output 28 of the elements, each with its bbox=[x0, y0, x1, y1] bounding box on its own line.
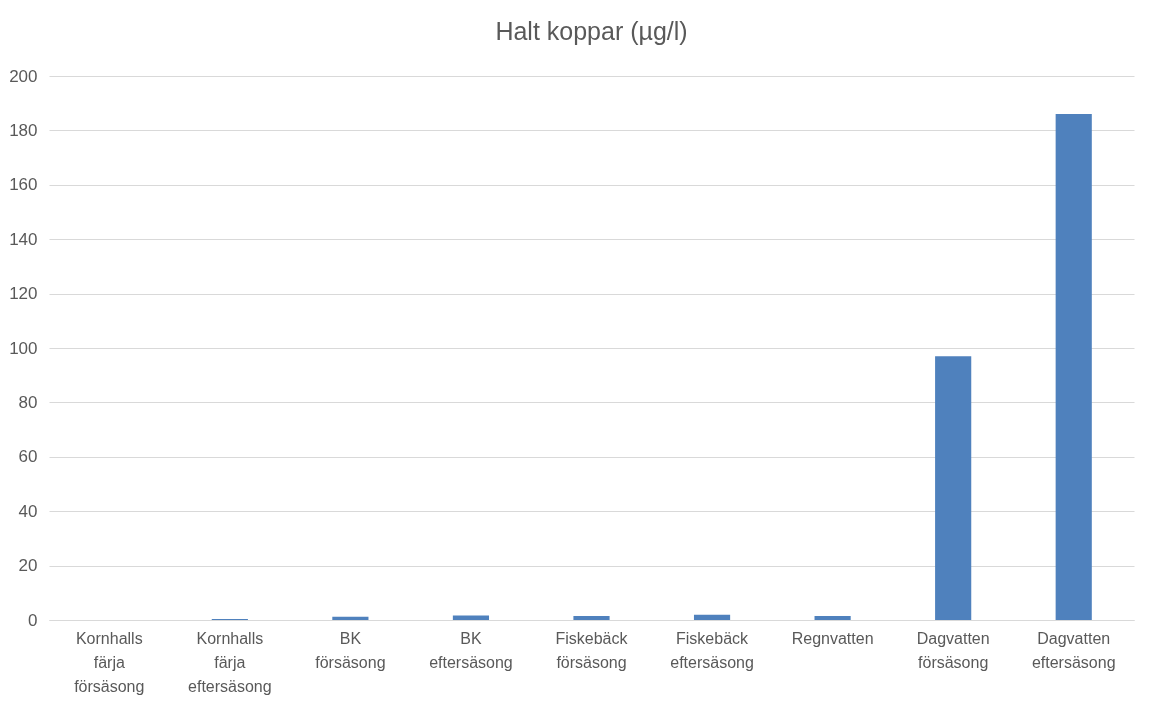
chart-title: Halt koppar (µg/l) bbox=[495, 17, 688, 45]
bar bbox=[332, 616, 369, 620]
bar bbox=[1055, 114, 1092, 620]
bar bbox=[935, 356, 972, 620]
x-tick-label: Dagvatten försäsong bbox=[916, 629, 990, 671]
y-tick-label: 120 bbox=[9, 284, 38, 304]
bar bbox=[452, 615, 490, 620]
y-tick-label: 0 bbox=[28, 610, 38, 630]
bar bbox=[814, 615, 851, 620]
x-tick-label: Regnvatten bbox=[791, 629, 874, 647]
y-tick-label: 80 bbox=[18, 392, 38, 412]
x-tick-label: Kornhalls färja försäsong bbox=[74, 629, 145, 695]
x-tick-label: BK eftersäsong bbox=[429, 629, 513, 671]
y-tick-label: 20 bbox=[18, 556, 38, 576]
y-tick-label: 160 bbox=[9, 175, 38, 195]
y-tick-label: 140 bbox=[9, 229, 38, 249]
y-tick-label: 180 bbox=[9, 120, 38, 140]
y-tick-label: 40 bbox=[18, 501, 38, 521]
y-tick-label: 60 bbox=[18, 447, 38, 467]
bar bbox=[693, 614, 731, 620]
x-tick-label: Kornhalls färja eftersäsong bbox=[188, 629, 272, 695]
x-tick-label: Fiskebäck försäsong bbox=[555, 629, 629, 671]
x-tick-label: Dagvatten eftersäsong bbox=[1031, 629, 1116, 671]
y-tick-label: 200 bbox=[9, 66, 38, 86]
x-tick-label: Fiskebäck eftersäsong bbox=[670, 629, 754, 671]
x-tick-label: BK försäsong bbox=[315, 629, 386, 671]
bar bbox=[573, 615, 610, 620]
y-tick-label: 100 bbox=[9, 338, 38, 358]
